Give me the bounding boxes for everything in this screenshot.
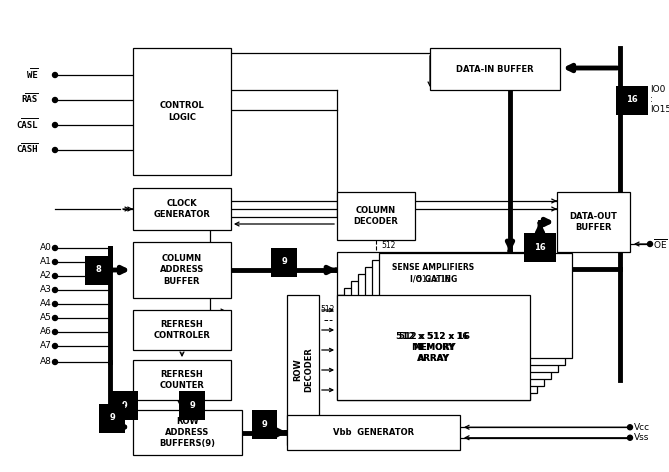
Bar [372,260,565,365]
Text: Vcc: Vcc [634,423,650,432]
Text: IO15: IO15 [650,106,669,115]
Circle shape [52,287,58,293]
Text: CONTROL
LOGIC: CONTROL LOGIC [160,101,204,122]
Text: A8: A8 [40,357,52,366]
Circle shape [52,344,58,348]
Bar [351,281,544,386]
Text: A6: A6 [40,328,52,337]
Text: 8: 8 [95,265,101,275]
Text: 9: 9 [262,420,268,429]
Text: 9: 9 [189,401,195,410]
Text: Vbb  GENERATOR: Vbb GENERATOR [333,428,414,437]
Bar [133,188,231,230]
Bar [337,295,530,400]
Text: IO0: IO0 [650,85,666,94]
Bar [287,415,460,450]
Bar [337,192,415,240]
Circle shape [52,302,58,306]
Text: A5: A5 [40,313,52,322]
Circle shape [52,98,58,102]
Text: Vss: Vss [634,433,650,442]
Circle shape [628,425,632,430]
Text: REFRESH
CONTROLER: REFRESH CONTROLER [154,320,211,340]
Bar [133,360,231,400]
Text: A1: A1 [40,258,52,267]
Text: WE: WE [27,70,38,79]
Text: 512: 512 [321,305,335,314]
Text: A3: A3 [40,286,52,295]
Text: 512 x 512 x 16
MEMORY
ARRAY: 512 x 512 x 16 MEMORY ARRAY [399,332,468,363]
Text: A2: A2 [40,271,52,280]
Circle shape [52,123,58,127]
Text: A0: A0 [40,244,52,253]
Bar [133,310,231,350]
Text: $\overline{\rm OE}$: $\overline{\rm OE}$ [653,237,668,251]
Text: RAS: RAS [22,95,38,104]
Text: A4: A4 [40,300,52,309]
Bar [365,267,558,372]
Text: :: : [650,95,653,104]
Bar [557,192,630,252]
Circle shape [52,329,58,335]
Text: CLOCK
GENERATOR: CLOCK GENERATOR [154,199,211,219]
Text: DATA-IN BUFFER: DATA-IN BUFFER [456,65,534,74]
Text: 9: 9 [281,258,287,267]
Text: DATA-OUT
BUFFER: DATA-OUT BUFFER [569,212,617,232]
Circle shape [52,273,58,278]
Text: ROW
ADDRESS
BUFFERS(9): ROW ADDRESS BUFFERS(9) [159,417,215,448]
Bar [133,48,231,175]
Bar [358,274,551,379]
Text: REFRESH
COUNTER: REFRESH COUNTER [160,370,205,390]
Bar [337,295,530,400]
Text: CASL: CASL [17,120,38,129]
Text: COLUMN
ADDRESS
BUFFER: COLUMN ADDRESS BUFFER [160,254,204,286]
Text: CASH: CASH [17,145,38,154]
Circle shape [52,260,58,264]
Bar [379,253,572,358]
Bar [287,295,319,445]
Text: 16: 16 [534,243,546,252]
Circle shape [628,435,632,440]
Bar [133,410,242,455]
Circle shape [52,315,58,320]
Text: A7: A7 [40,342,52,351]
Text: 512 x 16: 512 x 16 [417,276,450,285]
Text: 9: 9 [122,401,128,410]
Text: 9: 9 [109,413,115,422]
Text: ROW
DECODER: ROW DECODER [293,347,313,392]
Circle shape [52,245,58,251]
Bar [337,252,530,295]
Text: 512: 512 [381,242,395,251]
Bar [133,242,231,298]
Text: SENSE AMPLIFIERS
I/O GATING: SENSE AMPLIFIERS I/O GATING [393,263,474,284]
Circle shape [52,73,58,77]
Text: 512 x 512 x 16
MEMORY
ARRAY: 512 x 512 x 16 MEMORY ARRAY [397,332,470,363]
Circle shape [52,147,58,152]
Text: COLUMN
DECODER: COLUMN DECODER [353,206,399,226]
Circle shape [648,242,652,246]
Bar [344,288,537,393]
Text: 16: 16 [626,95,638,104]
Circle shape [52,360,58,364]
Bar [430,48,560,90]
